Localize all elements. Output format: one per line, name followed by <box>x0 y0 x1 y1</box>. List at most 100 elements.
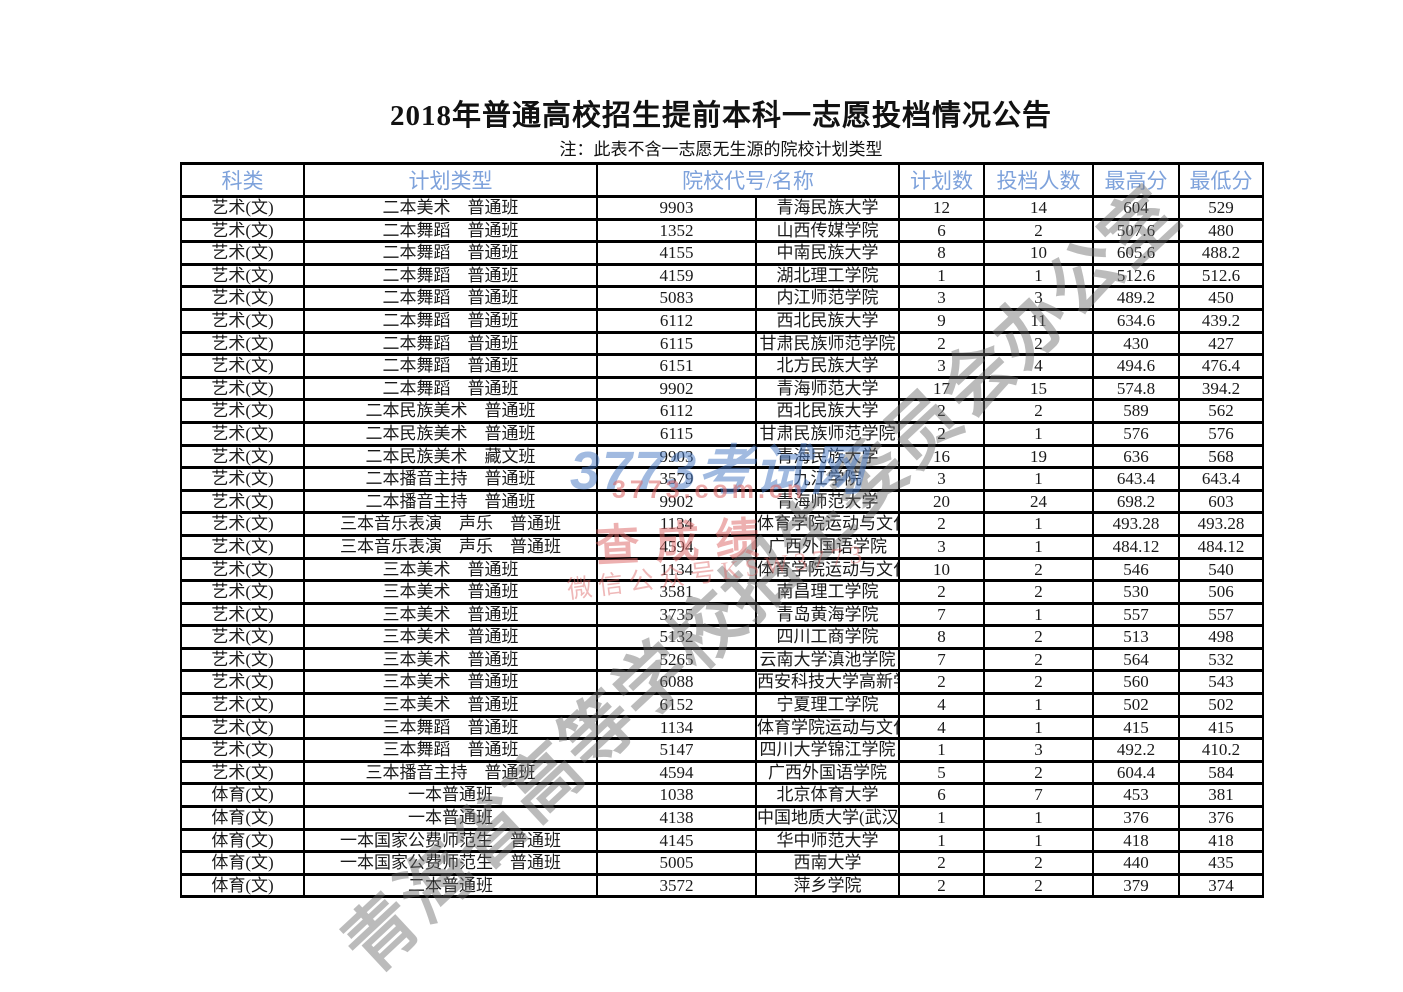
cell-college-name: 北京体育大学 <box>755 782 900 809</box>
cell-college-code: 6088 <box>596 669 757 696</box>
cell-college-name: 西安科技大学高新学院 <box>755 669 900 696</box>
cell-max-score: 489.2 <box>1092 285 1180 311</box>
table-row: 体育(文) 一本普通班 1038 北京体育大学 6 7 453 381 <box>180 782 1264 809</box>
cell-max-score: 492.2 <box>1092 737 1180 763</box>
cell-plan-type: 三本音乐表演 声乐 普通班 <box>303 533 598 560</box>
cell-min-score: 502 <box>1178 692 1264 718</box>
cell-filed-count: 3 <box>983 285 1094 311</box>
cell-filed-count: 2 <box>983 872 1094 899</box>
cell-min-score: 488.2 <box>1178 240 1264 266</box>
cell-filed-count: 4 <box>983 353 1094 379</box>
cell-filed-count: 1 <box>983 466 1094 492</box>
cell-max-score: 418 <box>1092 827 1180 854</box>
cell-filed-count: 2 <box>983 850 1094 876</box>
cell-min-score: 643.4 <box>1178 466 1264 492</box>
cell-college-code: 6112 <box>596 398 757 424</box>
cell-filed-count: 1 <box>983 420 1094 447</box>
cell-max-score: 560 <box>1092 669 1180 696</box>
cell-max-score: 564 <box>1092 646 1180 673</box>
cell-category: 体育(文) <box>180 872 305 899</box>
cell-plan-count: 3 <box>898 533 985 560</box>
cell-filed-count: 1 <box>983 511 1094 537</box>
cell-filed-count: 10 <box>983 240 1094 266</box>
cell-min-score: 418 <box>1178 827 1264 854</box>
cell-filed-count: 1 <box>983 714 1094 741</box>
cell-min-score: 476.4 <box>1178 353 1264 379</box>
cell-plan-type: 一本国家公费师范生 普通班 <box>303 827 598 854</box>
cell-filed-count: 3 <box>983 737 1094 763</box>
cell-college-code: 6115 <box>596 420 757 447</box>
cell-college-name: 青海民族大学 <box>755 443 900 470</box>
cell-college-code: 1134 <box>596 511 757 537</box>
cell-min-score: 484.12 <box>1178 533 1264 560</box>
cell-plan-count: 12 <box>898 195 985 221</box>
table-row: 体育(文) 一本普通班 4138 中国地质大学(武汉) 1 1 376 376 <box>180 805 1264 831</box>
cell-min-score: 529 <box>1178 195 1264 221</box>
cell-college-code: 5005 <box>596 850 757 876</box>
cell-plan-count: 20 <box>898 488 985 515</box>
cell-plan-type: 三本美术 普通班 <box>303 579 598 605</box>
cell-college-code: 9902 <box>596 375 757 402</box>
cell-college-name: 青岛黄海学院 <box>755 601 900 628</box>
cell-filed-count: 2 <box>983 669 1094 696</box>
table-header-category: 科类 <box>180 162 305 198</box>
cell-min-score: 568 <box>1178 443 1264 470</box>
cell-college-name: 广西外国语学院 <box>755 759 900 786</box>
cell-min-score: 576 <box>1178 420 1264 447</box>
cell-filed-count: 2 <box>983 579 1094 605</box>
cell-min-score: 427 <box>1178 330 1264 357</box>
cell-plan-type: 二本民族美术 普通班 <box>303 420 598 447</box>
table-row: 体育(文) 一本国家公费师范生 普通班 4145 华中师范大学 1 1 418 … <box>180 827 1264 854</box>
cell-college-code: 6151 <box>596 353 757 379</box>
cell-plan-type: 一本普通班 <box>303 782 598 809</box>
cell-category: 艺术(文) <box>180 556 305 583</box>
cell-college-name: 北方民族大学 <box>755 353 900 379</box>
cell-college-name: 甘肃民族师范学院 <box>755 330 900 357</box>
cell-college-code: 3579 <box>596 466 757 492</box>
cell-college-name: 青海民族大学 <box>755 195 900 221</box>
cell-max-score: 507.6 <box>1092 217 1180 244</box>
cell-plan-count: 10 <box>898 556 985 583</box>
cell-category: 艺术(文) <box>180 240 305 266</box>
cell-college-name: 四川工商学院 <box>755 624 900 650</box>
cell-plan-type: 三本美术 普通班 <box>303 624 598 650</box>
table-row: 艺术(文) 三本舞蹈 普通班 5147 四川大学锦江学院 1 3 492.2 4… <box>180 737 1264 763</box>
cell-category: 艺术(文) <box>180 398 305 424</box>
cell-plan-type: 三本美术 普通班 <box>303 692 598 718</box>
cell-max-score: 376 <box>1092 805 1180 831</box>
cell-category: 艺术(文) <box>180 669 305 696</box>
cell-max-score: 634.6 <box>1092 307 1180 334</box>
cell-college-code: 9902 <box>596 488 757 515</box>
cell-college-code: 4155 <box>596 240 757 266</box>
cell-min-score: 562 <box>1178 398 1264 424</box>
cell-college-name: 云南大学滇池学院 <box>755 646 900 673</box>
cell-filed-count: 19 <box>983 443 1094 470</box>
cell-category: 艺术(文) <box>180 624 305 650</box>
cell-college-name: 西北民族大学 <box>755 398 900 424</box>
table-row: 艺术(文) 二本舞蹈 普通班 1352 山西传媒学院 6 2 507.6 480 <box>180 217 1264 244</box>
cell-college-name: 甘肃民族师范学院 <box>755 420 900 447</box>
cell-college-code: 1134 <box>596 556 757 583</box>
cell-min-score: 493.28 <box>1178 511 1264 537</box>
cell-min-score: 532 <box>1178 646 1264 673</box>
cell-college-code: 4594 <box>596 533 757 560</box>
cell-plan-type: 二本舞蹈 普通班 <box>303 330 598 357</box>
cell-plan-type: 三本美术 普通班 <box>303 556 598 583</box>
cell-college-code: 3572 <box>596 872 757 899</box>
cell-plan-count: 5 <box>898 759 985 786</box>
cell-max-score: 604.4 <box>1092 759 1180 786</box>
table-row: 体育(文) 一本国家公费师范生 普通班 5005 西南大学 2 2 440 43… <box>180 850 1264 876</box>
cell-max-score: 415 <box>1092 714 1180 741</box>
cell-college-code: 5265 <box>596 646 757 673</box>
cell-category: 艺术(文) <box>180 195 305 221</box>
cell-category: 体育(文) <box>180 805 305 831</box>
cell-college-code: 9903 <box>596 443 757 470</box>
table-row: 艺术(文) 二本舞蹈 普通班 4159 湖北理工学院 1 1 512.6 512… <box>180 262 1264 289</box>
cell-college-code: 5132 <box>596 624 757 650</box>
cell-max-score: 589 <box>1092 398 1180 424</box>
cell-college-code: 6152 <box>596 692 757 718</box>
cell-plan-type: 一本普通班 <box>303 805 598 831</box>
cell-min-score: 374 <box>1178 872 1264 899</box>
cell-min-score: 512.6 <box>1178 262 1264 289</box>
cell-min-score: 603 <box>1178 488 1264 515</box>
